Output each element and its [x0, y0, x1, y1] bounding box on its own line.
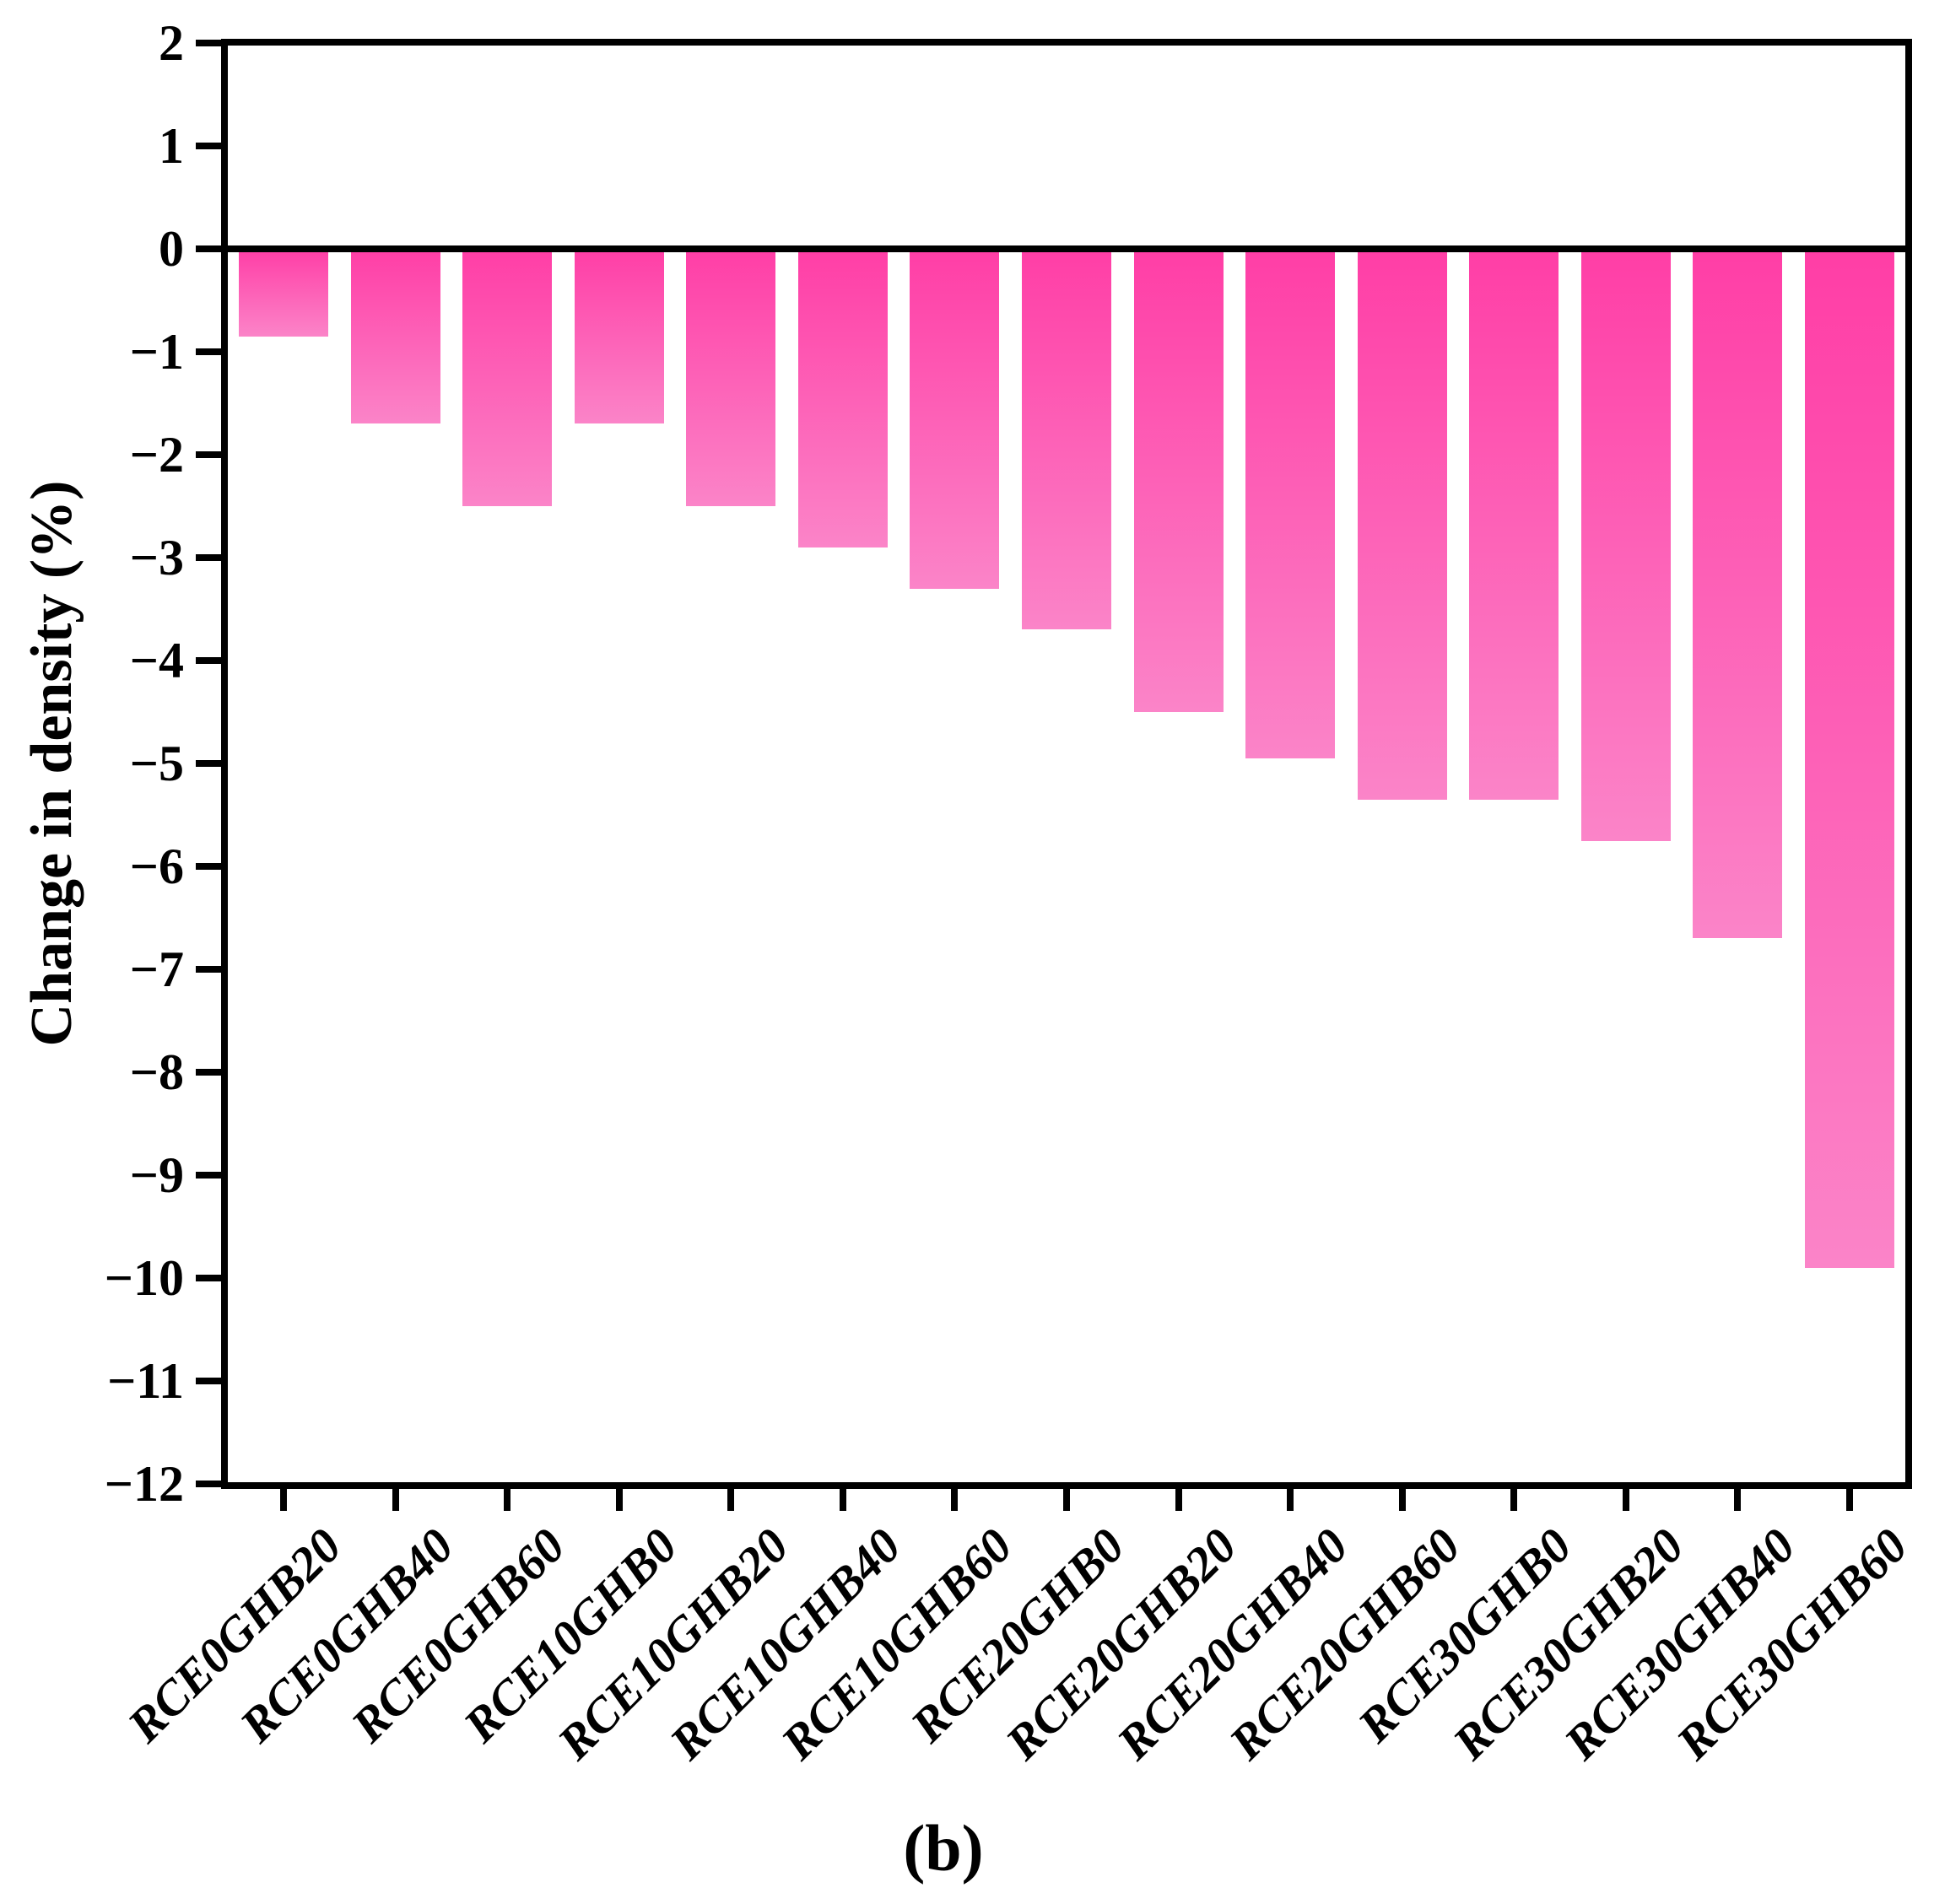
x-tick: [616, 1489, 623, 1511]
y-tick: [196, 348, 221, 355]
x-tick: [392, 1489, 399, 1511]
x-tick: [1063, 1489, 1070, 1511]
y-tick: [196, 143, 221, 149]
bar: [910, 249, 999, 589]
bar: [1581, 249, 1671, 841]
y-tick-label: −10: [104, 1250, 184, 1306]
y-tick: [196, 1378, 221, 1384]
y-tick: [196, 451, 221, 458]
bar: [462, 249, 552, 506]
y-tick-label: −6: [129, 839, 184, 894]
y-tick: [196, 657, 221, 664]
bar: [1805, 249, 1894, 1268]
y-tick-label: 0: [159, 221, 184, 277]
bar: [1134, 249, 1224, 712]
bar: [1469, 249, 1559, 800]
x-tick: [727, 1489, 734, 1511]
x-tick: [1734, 1489, 1741, 1511]
y-tick-label: −2: [129, 427, 184, 483]
y-tick-label: 2: [159, 15, 184, 71]
x-tick: [1287, 1489, 1294, 1511]
y-tick-label: −5: [129, 736, 184, 791]
y-tick: [196, 1069, 221, 1076]
y-tick: [196, 245, 221, 252]
x-tick: [840, 1489, 846, 1511]
x-tick: [951, 1489, 958, 1511]
y-tick-label: −4: [129, 633, 184, 688]
x-tick: [1175, 1489, 1182, 1511]
y-tick-label: −12: [104, 1456, 184, 1512]
plot-frame: [221, 39, 1912, 1489]
x-tick: [1399, 1489, 1406, 1511]
y-tick-label: −1: [129, 324, 184, 380]
y-tick-label: 1: [159, 118, 184, 174]
bar: [798, 249, 888, 547]
x-tick: [280, 1489, 287, 1511]
y-tick: [196, 760, 221, 767]
bar: [1245, 249, 1335, 758]
x-tick: [1623, 1489, 1629, 1511]
y-tick: [196, 1275, 221, 1281]
bar: [686, 249, 775, 506]
bar: [1358, 249, 1447, 800]
y-tick: [196, 40, 221, 46]
y-tick: [196, 1481, 221, 1487]
bar: [351, 249, 440, 423]
x-tick: [1846, 1489, 1853, 1511]
y-tick: [196, 863, 221, 870]
y-tick: [196, 554, 221, 561]
x-tick: [1510, 1489, 1517, 1511]
zero-baseline: [224, 245, 1909, 252]
figure-caption: (b): [903, 1811, 984, 1885]
y-tick-label: −9: [129, 1147, 184, 1203]
y-tick-label: −11: [107, 1353, 184, 1409]
y-tick: [196, 1172, 221, 1179]
bar: [1693, 249, 1782, 938]
bar: [239, 249, 328, 337]
y-tick-label: −8: [129, 1044, 184, 1100]
bar: [575, 249, 664, 423]
x-tick: [504, 1489, 511, 1511]
y-tick: [196, 966, 221, 973]
bar: [1022, 249, 1111, 629]
y-tick-label: −3: [129, 530, 184, 585]
y-tick-label: −7: [129, 941, 184, 997]
